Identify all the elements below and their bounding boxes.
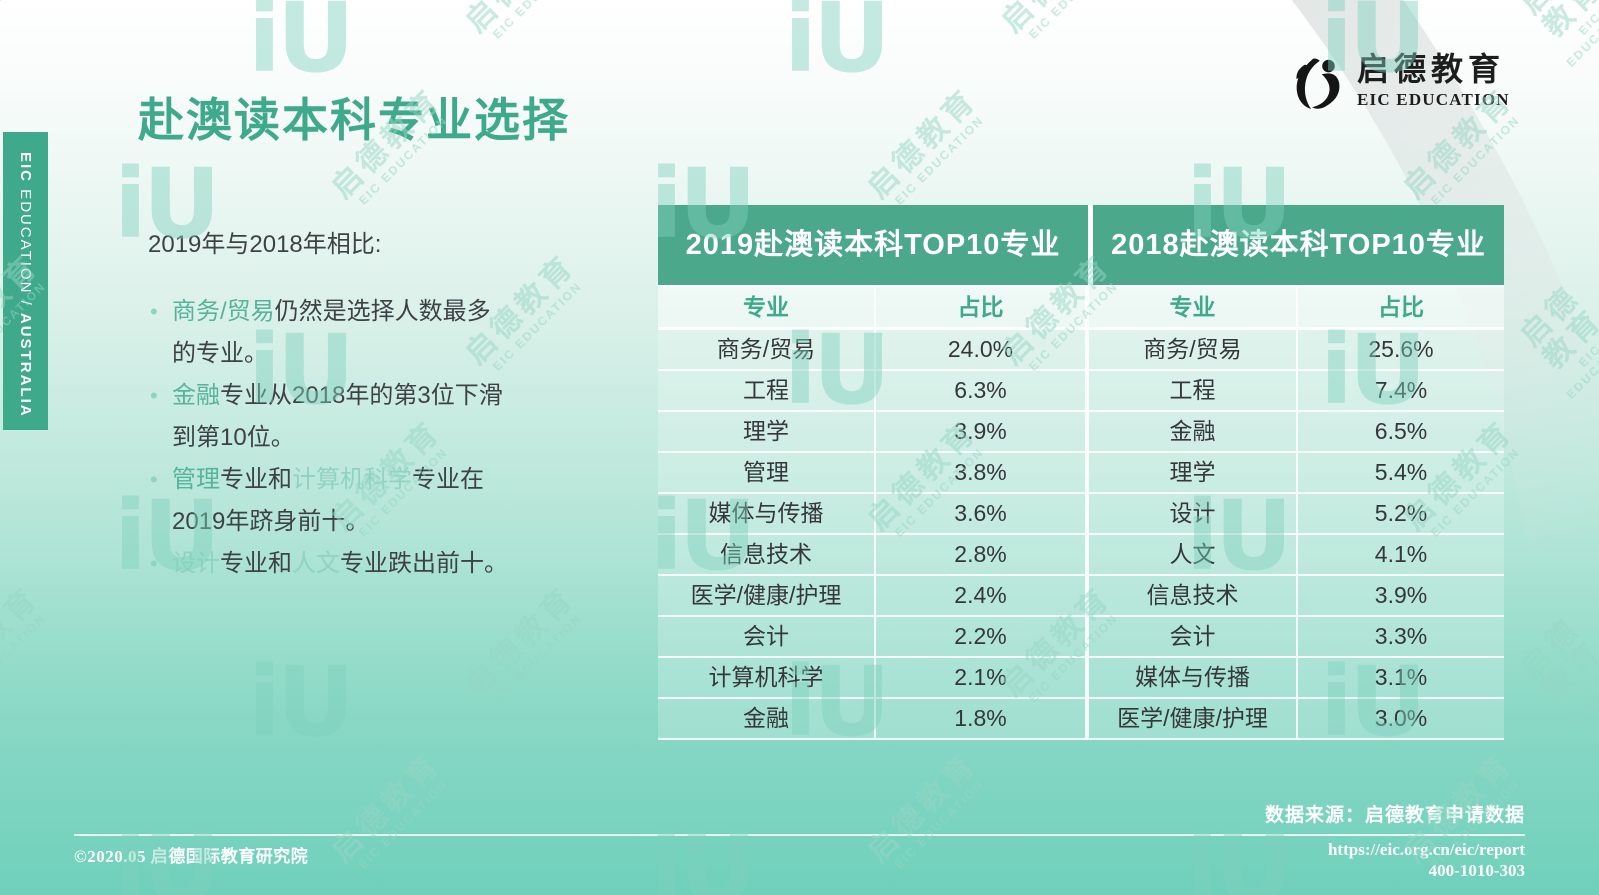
share-cell: 1.8% [876,699,1089,740]
major-cell: 会计 [658,617,876,658]
major-cell: 商务/贸易 [658,330,876,371]
bullet-text-segment: 仍然是选择人数最多 的专业。 [172,298,491,367]
column-header: 占比 [876,287,1089,330]
bullet-text-segment: 专业从2018年的第3位下滑 到第10位。 [172,382,503,451]
share-cell: 3.3% [1298,617,1504,658]
major-cell: 理学 [658,412,876,453]
share-cell: 2.1% [876,658,1089,699]
bullet-text-segment: 计算机科学 [292,466,412,493]
bullet-text-segment: 专业跌出前十。 [340,550,508,577]
share-cell: 3.0% [1298,699,1504,740]
bullet-dot-icon: • [150,467,158,492]
bullet-dot-icon: • [150,383,158,408]
share-cell: 7.4% [1298,371,1504,412]
bullet-item: • 管理专业和计算机科学专业在 2019年跻身前十。 [148,459,626,543]
major-cell: 人文 [1089,535,1298,576]
share-cell: 24.0% [876,330,1089,371]
table-title: 2019赴澳读本科TOP10专业 [658,205,1088,285]
bullet-text-segment: 专业在 2019年跻身前十。 [172,466,484,535]
column-header: 占比 [1298,287,1504,330]
major-cell: 媒体与传播 [1089,658,1298,699]
major-cell: 医学/健康/护理 [1089,699,1298,740]
major-cell: 设计 [1089,494,1298,535]
page-title: 赴澳读本科专业选择 [138,94,570,146]
bullet-dot-icon: • [150,551,158,576]
major-cell: 媒体与传播 [658,494,876,535]
major-cell: 管理 [658,453,876,494]
share-cell: 3.9% [876,412,1089,453]
major-cell: 计算机科学 [658,658,876,699]
share-cell: 5.4% [1298,453,1504,494]
bullet-item: • 金融专业从2018年的第3位下滑 到第10位。 [148,375,626,459]
table-title: 2018赴澳读本科TOP10专业 [1093,205,1504,285]
major-cell: 会计 [1089,617,1298,658]
copyright: ©2020.05 启德国际教育研究院 [74,847,309,866]
bullet-text-segment: 专业和 [220,466,292,493]
data-source: 数据来源：启德教育申请数据 [1264,805,1525,826]
bullet-list: • 商务/贸易仍然是选择人数最多 的专业。 • 金融专业从2018年的第3位下滑 到第… [148,291,626,585]
major-cell: 信息技术 [1089,576,1298,617]
bullet-text-segment: 管理 [172,466,220,493]
bullet-text-segment: 人文 [292,550,340,577]
share-cell: 2.2% [876,617,1089,658]
side-tab-label: EIC EDUCATION / AUSTRALIA [17,152,34,418]
major-cell: 商务/贸易 [1089,330,1298,371]
share-cell: 3.1% [1298,658,1504,699]
bullet-text-segment: 专业和 [220,550,292,577]
share-cell: 3.8% [876,453,1089,494]
share-cell: 2.4% [876,576,1089,617]
tables-grid: 专业 占比 专业 占比 商务/贸易 24.0% 商务/贸易 25.6% 工程 6.3% 工程 7.4%… [658,287,1504,740]
column-header: 专业 [1089,287,1298,330]
share-cell: 5.2% [1298,494,1504,535]
side-tab-australia: EIC EDUCATION / AUSTRALIA [3,132,48,430]
brand-logo: 启德教育 EIC EDUCATION [1283,50,1510,116]
major-cell: 工程 [658,371,876,412]
major-cell: 工程 [1089,371,1298,412]
brand-name-cn: 启德教育 [1357,51,1506,87]
share-cell: 6.5% [1298,412,1504,453]
bullet-item: • 设计专业和人文专业跌出前十。 [148,543,626,585]
top10-tables: 2019赴澳读本科TOP10专业 2018赴澳读本科TOP10专业 专业 占比 专业 占比… [658,205,1504,740]
summary-panel: 2019年与2018年相比: • 商务/贸易仍然是选择人数最多 的专业。 • 金融专业… [148,224,626,585]
share-cell: 6.3% [876,371,1089,412]
intro-lead: 2019年与2018年相比: [148,231,382,258]
brand-name-en: EIC EDUCATION [1357,90,1510,109]
brand-logo-text: 启德教育 EIC EDUCATION [1357,50,1510,110]
share-cell: 3.6% [876,494,1089,535]
footer-divider [74,834,1525,836]
tables-header-band: 2019赴澳读本科TOP10专业 2018赴澳读本科TOP10专业 [658,205,1504,287]
report-url: https://eic.org.cn/eic/report [1327,840,1525,859]
footer-links: https://eic.org.cn/eic/report 400-1010-3… [1328,839,1525,881]
bullet-text-segment: 设计 [172,550,220,577]
share-cell: 4.1% [1298,535,1504,576]
major-cell: 金融 [658,699,876,740]
major-cell: 金融 [1089,412,1298,453]
share-cell: 2.8% [876,535,1089,576]
column-header: 专业 [658,287,876,330]
share-cell: 3.9% [1298,576,1504,617]
bullet-text-segment: 商务/贸易 [172,298,275,325]
hotline: 400-1010-303 [1428,861,1525,880]
major-cell: 信息技术 [658,535,876,576]
bullet-dot-icon: • [150,299,158,324]
share-cell: 25.6% [1298,330,1504,371]
bullet-item: • 商务/贸易仍然是选择人数最多 的专业。 [148,291,626,375]
major-cell: 医学/健康/护理 [658,576,876,617]
bullet-text-segment: 金融 [172,382,220,409]
eic-logo-icon [1296,58,1340,110]
major-cell: 理学 [1089,453,1298,494]
